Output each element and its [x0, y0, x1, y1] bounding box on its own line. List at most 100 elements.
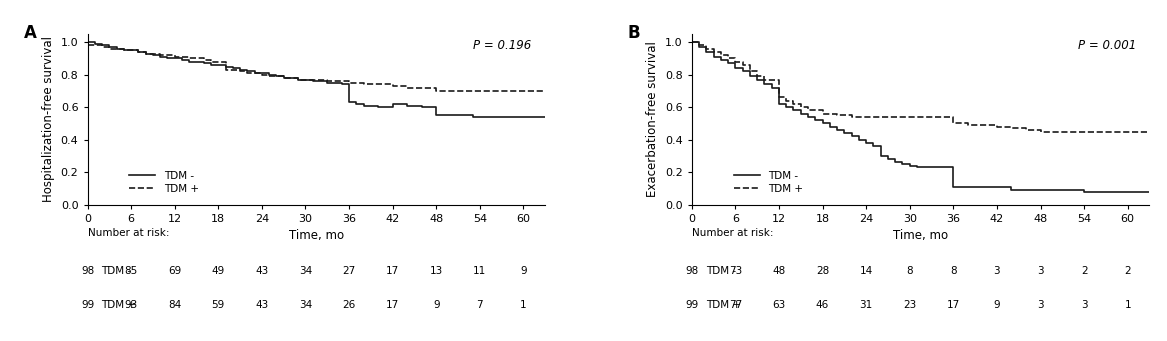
Text: 17: 17 — [386, 300, 399, 310]
Text: 13: 13 — [429, 266, 443, 276]
Text: 49: 49 — [211, 266, 225, 276]
Text: A: A — [23, 24, 36, 42]
TDM - — [685, 40, 699, 44]
TDM + — [960, 121, 974, 125]
Legend: TDM -, TDM +: TDM -, TDM + — [734, 171, 803, 194]
TDM - — [838, 128, 852, 132]
Text: 2: 2 — [1081, 266, 1088, 276]
TDM - — [1142, 190, 1156, 194]
Text: 43: 43 — [256, 266, 268, 276]
Text: TDM +: TDM + — [706, 300, 741, 310]
Text: 2: 2 — [1124, 266, 1131, 276]
Text: 93: 93 — [125, 300, 138, 310]
TDM + — [197, 58, 211, 62]
TDM + — [538, 89, 552, 93]
TDM - — [466, 115, 480, 119]
Text: P = 0.196: P = 0.196 — [474, 39, 531, 52]
Y-axis label: Exacerbation-free survival: Exacerbation-free survival — [647, 41, 659, 197]
Line: TDM +: TDM + — [692, 42, 1149, 132]
Legend: TDM -, TDM +: TDM -, TDM + — [130, 171, 198, 194]
Text: TDM -: TDM - — [706, 266, 736, 276]
TDM + — [743, 70, 757, 74]
TDM + — [1034, 130, 1048, 134]
TDM + — [81, 43, 95, 47]
Text: Number at risk:: Number at risk: — [88, 228, 169, 238]
Text: 14: 14 — [860, 266, 873, 276]
Line: TDM -: TDM - — [88, 42, 545, 117]
Text: 98: 98 — [81, 266, 95, 276]
Text: 46: 46 — [816, 300, 830, 310]
TDM - — [103, 43, 117, 47]
Text: 63: 63 — [773, 300, 785, 310]
Text: 27: 27 — [342, 266, 356, 276]
Text: Number at risk:: Number at risk: — [692, 228, 774, 238]
TDM + — [706, 47, 720, 51]
TDM - — [946, 165, 960, 169]
Text: 28: 28 — [816, 266, 830, 276]
Text: 3: 3 — [1037, 266, 1043, 276]
X-axis label: Time, mo: Time, mo — [893, 229, 948, 242]
Text: 9: 9 — [520, 266, 526, 276]
Text: P = 0.001: P = 0.001 — [1077, 39, 1135, 52]
TDM - — [139, 50, 153, 54]
TDM - — [197, 60, 211, 64]
TDM + — [1077, 130, 1091, 134]
Text: 23: 23 — [903, 300, 916, 310]
Text: 17: 17 — [386, 266, 399, 276]
Text: 3: 3 — [1081, 300, 1088, 310]
Text: 17: 17 — [946, 300, 960, 310]
TDM - — [1077, 190, 1091, 194]
Text: 3: 3 — [993, 266, 1000, 276]
TDM + — [429, 89, 443, 93]
Text: 1: 1 — [520, 300, 526, 310]
TDM - — [823, 121, 837, 125]
Text: 11: 11 — [474, 266, 487, 276]
Text: 99: 99 — [685, 300, 698, 310]
Text: 59: 59 — [211, 300, 225, 310]
Text: 31: 31 — [860, 300, 873, 310]
Text: 99: 99 — [81, 300, 95, 310]
TDM - — [81, 40, 95, 44]
Text: 26: 26 — [342, 300, 356, 310]
TDM + — [103, 47, 117, 51]
Text: B: B — [628, 24, 641, 42]
Y-axis label: Hospitalization-free survival: Hospitalization-free survival — [42, 36, 55, 202]
Text: 34: 34 — [299, 266, 312, 276]
Text: 3: 3 — [1037, 300, 1043, 310]
Text: 9: 9 — [433, 300, 440, 310]
TDM + — [292, 76, 306, 80]
Text: TDM +: TDM + — [102, 300, 137, 310]
Text: 84: 84 — [168, 300, 181, 310]
Text: 48: 48 — [773, 266, 785, 276]
Text: 73: 73 — [728, 266, 742, 276]
TDM + — [277, 74, 291, 78]
TDM - — [263, 71, 277, 75]
Text: 8: 8 — [907, 266, 913, 276]
X-axis label: Time, mo: Time, mo — [289, 229, 344, 242]
TDM - — [924, 165, 938, 169]
Text: 1: 1 — [1124, 300, 1131, 310]
TDM + — [233, 70, 247, 74]
Text: 43: 43 — [256, 300, 268, 310]
TDM - — [538, 115, 552, 119]
Text: 77: 77 — [728, 300, 742, 310]
Text: 9: 9 — [993, 300, 1000, 310]
Text: 7: 7 — [476, 300, 483, 310]
Text: 8: 8 — [950, 266, 957, 276]
TDM + — [1142, 130, 1156, 134]
TDM - — [349, 100, 363, 104]
TDM - — [233, 66, 247, 70]
Text: TDM -: TDM - — [102, 266, 132, 276]
Text: 85: 85 — [125, 266, 138, 276]
TDM + — [685, 40, 699, 44]
Text: 98: 98 — [685, 266, 698, 276]
TDM + — [757, 77, 771, 81]
Line: TDM -: TDM - — [692, 42, 1149, 192]
Line: TDM +: TDM + — [88, 45, 545, 91]
Text: 69: 69 — [168, 266, 181, 276]
TDM + — [473, 89, 487, 93]
TDM - — [692, 40, 706, 44]
Text: 34: 34 — [299, 300, 312, 310]
TDM + — [794, 105, 808, 109]
TDM - — [706, 50, 720, 54]
